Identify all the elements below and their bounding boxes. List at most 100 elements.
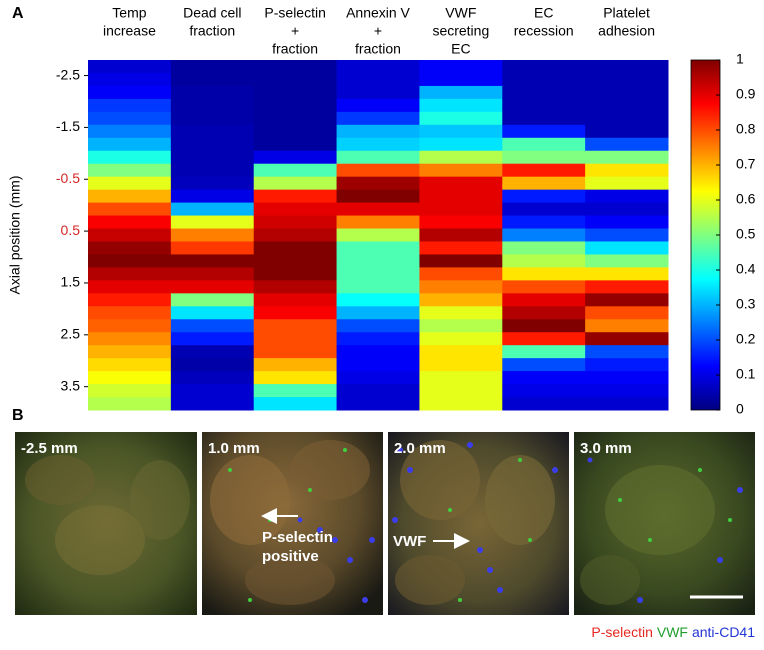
column-label: fraction [355,41,401,57]
heatmap-cell [336,397,420,411]
column-label: increase [103,23,156,39]
heatmap-cell [88,293,172,307]
heatmap-cell [88,345,172,359]
heatmap-cell [253,137,338,152]
heatmap-cell [253,189,338,204]
heatmap-cell [419,163,503,178]
column-label: + [374,23,382,39]
column-label: fraction [189,23,235,39]
heatmap-cell [336,150,420,165]
colorbar-tick-label: 1 [736,51,744,67]
heatmap-cell [170,267,255,281]
heatmap-cell [336,111,420,126]
heatmap-cell [502,332,586,346]
heatmap-cell [170,397,255,411]
heatmap-cell [253,332,338,346]
colorbar-tick-label: 0.2 [736,331,756,347]
heatmap-cell [88,241,172,255]
image-label: -2.5 mm [21,440,78,457]
heatmap-cell [253,358,338,372]
heatmap-cell [253,98,338,113]
heatmap-cell [585,85,669,100]
heatmap-cell [585,137,669,152]
heatmap-cell [253,254,338,268]
heatmap-cell [170,72,255,87]
column-label: adhesion [598,23,655,39]
heatmap-cell [336,384,420,398]
colorbar-tick-label: 0.5 [736,226,756,242]
image-label: 2.0 mm [394,440,446,457]
heatmap-cell [502,306,586,320]
heatmap-cell [253,85,338,100]
micrograph [15,432,197,615]
colorbar-tick-label: 0.8 [736,121,756,137]
column-label: VWF [445,5,476,21]
heatmap-cell [585,267,669,281]
heatmap-cell [88,98,172,113]
image-label: 3.0 mm [580,440,632,457]
heatmap-cell [170,60,255,74]
heatmap-cell [336,202,420,217]
heatmap-cell [88,280,172,294]
column-label: Temp [112,5,146,21]
heatmap-cell [170,319,255,333]
column-label: + [291,23,299,39]
heatmap-cell [170,111,255,126]
heatmap-cell [88,228,172,242]
heatmap-cell [170,293,255,307]
heatmap-cell [170,241,255,255]
legend: P-selectin VWF anti-CD41 [591,624,755,640]
heatmap-cell [336,293,420,307]
heatmap-cell [253,293,338,307]
heatmap-cell [585,111,669,126]
heatmap-cell [585,306,669,320]
heatmap-cell [419,176,503,191]
panel-label: B [12,407,24,424]
heatmap-cell [336,371,420,385]
heatmap-cell [88,306,172,320]
heatmap-cell [502,345,586,359]
heatmap-cell [253,215,338,230]
heatmap-cell [419,267,503,281]
heatmap-cell [419,306,503,320]
heatmap-cell [585,397,669,411]
heatmap-cell [88,85,172,100]
heatmap-cell [170,254,255,268]
heatmap-cell [336,332,420,346]
heatmap-cell [253,124,338,139]
heatmap-cell [502,267,586,281]
heatmap-cell [585,124,669,139]
heatmap-cell [419,345,503,359]
image-label: 1.0 mm [208,440,260,457]
heatmap-cell [419,241,503,255]
heatmap-cell [253,72,338,87]
heatmap-cell [253,280,338,294]
heatmap-cell [502,85,586,100]
heatmap-cell [170,345,255,359]
heatmap-cell [336,124,420,139]
heatmap-cell [502,111,586,126]
heatmap-cell [419,358,503,372]
heatmap-cell [170,137,255,152]
heatmap-cell [170,384,255,398]
y-tick-label: -1.5 [56,118,80,134]
heatmap-cell [419,202,503,217]
heatmap-cell [336,72,420,87]
heatmap-cell [253,150,338,165]
column-label: Platelet [603,5,650,21]
heatmap-cell [336,358,420,372]
colorbar-tick-label: 0.7 [736,156,756,172]
column-label: EC [534,5,553,21]
heatmap-cell [585,384,669,398]
heatmap-cell [419,189,503,204]
heatmap-cell [88,397,172,411]
colorbar-tick-label: 0.4 [736,261,756,277]
heatmap-cell [419,72,503,87]
heatmap-cell [170,215,255,230]
y-axis-label: Axial position (mm) [7,175,23,294]
heatmap-cell [170,150,255,165]
heatmap-cell [88,176,172,191]
column-label: Dead cell [183,5,241,21]
heatmap-cell [502,228,586,242]
heatmap-cell [336,345,420,359]
